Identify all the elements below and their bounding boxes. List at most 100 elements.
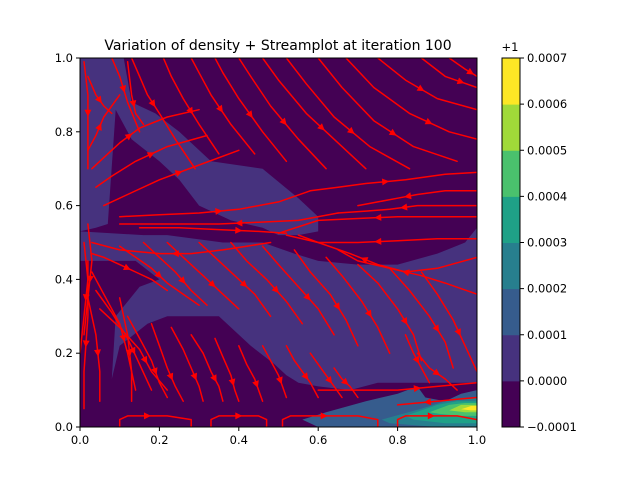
streamline-arrow-60 [432, 368, 441, 376]
streamline-28 [297, 234, 477, 273]
streamline-arrow-18 [95, 95, 102, 104]
streamline-arrow-40 [303, 292, 311, 301]
streamline-36 [142, 241, 208, 306]
density-region-1 [80, 58, 319, 236]
density-region-8 [461, 406, 477, 411]
streamline-arrow-7 [347, 126, 355, 134]
streamline-50 [150, 322, 184, 402]
streamline-41 [293, 249, 359, 347]
streamline-5 [238, 58, 327, 170]
streamline-39 [230, 241, 304, 325]
colorbar-tick-label: 0.0006 [527, 97, 567, 111]
streamline-arrow-27 [374, 237, 382, 245]
x-tick-label: 0.8 [388, 433, 406, 447]
streamline-layer [80, 58, 477, 427]
streamline-arrow-48 [140, 355, 148, 364]
colorbar-tick-label: −0.0001 [527, 420, 577, 434]
colorbar-band [502, 288, 520, 336]
y-axis: 0.0 0.2 0.4 0.6 0.8 1.0 [55, 51, 80, 434]
streamline-arrow-0 [119, 85, 126, 93]
chart-title: Variation of density + Streamplot at ite… [104, 38, 451, 54]
streamline-arrow-59 [412, 355, 420, 364]
colorbar-tick-label: 0.0003 [527, 236, 567, 250]
streamline-16 [103, 149, 240, 207]
streamline-38 [198, 241, 272, 318]
streamline-arrow-29 [402, 269, 410, 277]
streamline-55 [261, 345, 288, 399]
colorbar-offset-label: +1 [502, 40, 519, 54]
streamline-8 [317, 58, 458, 163]
y-tick-label: 0.4 [55, 272, 73, 286]
streamline-44 [388, 267, 454, 369]
y-tick-label: 0.0 [55, 420, 73, 434]
streamline-arrow-37 [208, 280, 216, 288]
y-tick-label: 1.0 [55, 51, 73, 65]
x-axis: 0.0 0.2 0.4 0.6 0.8 1.0 [71, 427, 486, 447]
streamline-arrow-65 [320, 412, 328, 420]
streamline-42 [325, 256, 391, 354]
streamline-68 [317, 381, 477, 391]
colorbar-band [502, 334, 520, 382]
streamline-arrow-25 [235, 226, 243, 234]
streamline-arrow-11 [456, 77, 465, 85]
streamline-arrow-10 [416, 84, 425, 92]
colorbar-bands [502, 58, 520, 428]
streamline-3 [190, 58, 256, 155]
streamline-7 [285, 58, 411, 170]
streamline-arrow-46 [119, 334, 127, 342]
streamline-arrow-35 [154, 270, 162, 279]
streamline-40 [261, 245, 335, 336]
streamline-arrow-67 [423, 398, 432, 406]
streamline-arrow-53 [228, 378, 236, 387]
streamline-arrow-23 [235, 219, 243, 227]
streamline-arrow-63 [144, 412, 151, 420]
streamline-arrow-5 [279, 117, 287, 126]
streamline-arrow-54 [252, 380, 259, 388]
streamline-arrow-1 [148, 99, 156, 108]
streamline-arrow-2 [186, 106, 193, 115]
colorbar-tick-label: 0.0000 [527, 374, 567, 388]
streamline-arrow-55 [276, 376, 283, 385]
density-contour-layer [80, 58, 477, 427]
streamline-4 [214, 58, 288, 163]
colorbar-band [502, 58, 520, 105]
y-tick-label: 0.8 [55, 125, 73, 139]
colorbar-tick-label: 0.0005 [527, 143, 567, 157]
streamline-37 [166, 241, 240, 310]
y-tick-label: 0.2 [55, 346, 73, 360]
x-tick-label: 0.4 [230, 433, 248, 447]
streamline-arrow-33 [82, 340, 90, 348]
streamline-arrow-49 [151, 367, 158, 375]
colorbar-band [502, 196, 520, 243]
streamline-43 [357, 263, 423, 362]
streamline-arrow-3 [216, 104, 223, 113]
streamline-arrow-38 [239, 280, 248, 288]
streamline-arrow-6 [317, 123, 325, 131]
colorbar-band [502, 380, 520, 428]
streamline-arrow-13 [129, 100, 137, 108]
streamline-arrow-64 [235, 412, 243, 420]
density-region-2 [80, 227, 477, 391]
colorbar-band [502, 242, 520, 290]
streamline-52 [190, 334, 224, 402]
streamline-arrow-66 [427, 412, 435, 420]
streamline-54 [238, 345, 264, 402]
streamline-30 [91, 241, 272, 255]
streamline-arrow-8 [388, 128, 397, 136]
streamline-arrow-12 [466, 67, 474, 75]
streamline-11 [420, 58, 477, 89]
streamline-2 [162, 58, 220, 155]
streamline-49 [126, 315, 169, 399]
streamline-arrow-14 [124, 133, 133, 141]
colorbar: −0.0001 0.0000 0.0001 0.0002 0.0003 0.0004 0.0… [501, 40, 577, 434]
colorbar-tick-label: 0.0004 [527, 189, 567, 203]
streamline-arrow-9 [424, 117, 433, 125]
streamline-arrow-41 [333, 302, 340, 311]
streamline-arrow-62 [94, 349, 101, 357]
x-tick-label: 0.6 [309, 433, 327, 447]
colorbar-band [502, 150, 520, 197]
streamline-arrow-21 [381, 178, 390, 186]
streamline-arrow-20 [215, 208, 223, 215]
x-tick-label: 0.2 [150, 433, 168, 447]
